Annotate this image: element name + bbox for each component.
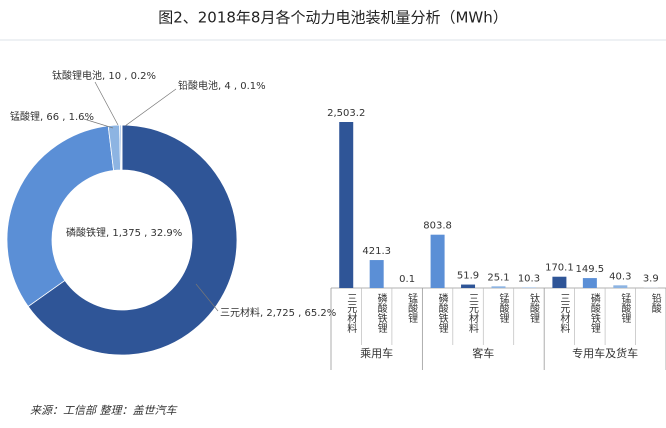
category-label: 三元材料 [558,293,570,334]
donut-slice [6,125,115,308]
slice-label: 磷酸铁锂, 1,375 , 32.9% [66,226,182,239]
category-label: 磷酸铁锂 [436,292,448,333]
value-label: 0.1 [399,274,415,285]
value-label: 421.3 [362,246,391,257]
value-label: 170.1 [545,263,574,274]
donut-slice [27,124,238,356]
bar [430,234,445,288]
chart-title: 图2、2018年8月各个动力电池装机量分析（MWh） [158,9,508,27]
category-label: 三元材料 [345,293,357,334]
group-label: 乘用车 [360,346,393,360]
category-label: 磷酸铁锂 [375,292,387,333]
bar [369,260,384,288]
slice-label: 钛酸锂电池, 10 , 0.2% [52,69,156,82]
bar [582,278,597,288]
value-label: 10.3 [518,273,540,284]
category-label: 铅酸 [649,292,661,314]
slice-label: 三元材料, 2,725 , 65.2% [220,306,336,319]
category-label: 锰酸锂 [406,292,418,323]
bar [552,276,567,288]
leader-line [83,118,114,129]
value-label: 2,503.2 [327,108,365,119]
donut-slice [120,124,123,171]
value-label: 51.9 [457,271,479,282]
value-label: 149.5 [576,264,605,275]
category-label: 锰酸锂 [497,292,509,323]
source-note: 来源：工信部 整理：盖世汽车 [30,404,178,417]
slice-label: 锰酸锂, 66 , 1.6% [10,110,94,123]
bar [613,285,628,288]
leader-line [195,283,219,312]
category-label: 三元材料 [467,293,479,334]
value-label: 3.9 [643,274,659,285]
bar [521,287,536,288]
slice-label: 铅酸电池, 4 , 0.1% [178,79,266,92]
value-label: 40.3 [609,271,631,282]
category-label: 磷酸铁锂 [588,292,600,333]
bar [461,284,476,288]
value-label: 803.8 [423,221,452,232]
bar [339,122,354,288]
group-label: 客车 [472,346,494,360]
group-label: 专用车及货车 [572,346,638,360]
leader-line [94,81,119,126]
category-label: 锰酸锂 [619,292,631,323]
value-label: 25.1 [487,272,509,283]
category-label: 钛酸锂 [527,293,539,323]
bar [491,286,506,288]
leader-line [124,88,177,127]
